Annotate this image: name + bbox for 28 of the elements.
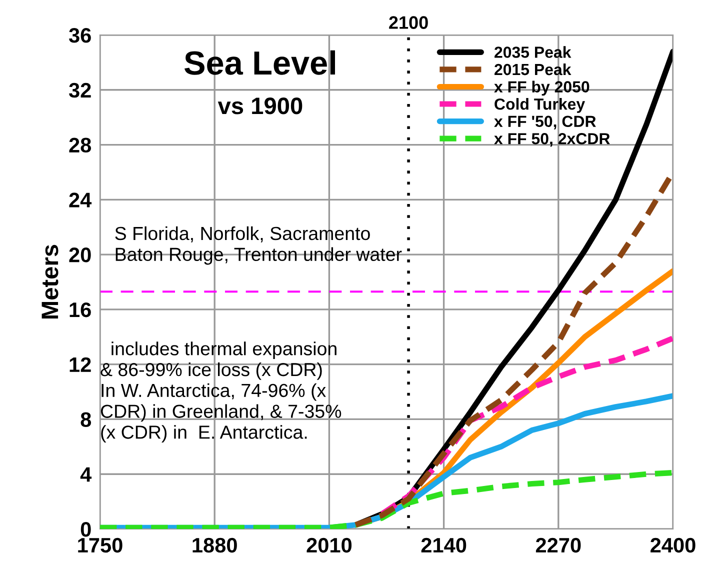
y-tick-label: 32 [68,82,91,98]
y-tick-label: 28 [69,138,92,153]
y-tick-label: 4 [80,467,92,482]
y-tick-label: 12 [70,357,91,372]
legend-label: 2015 Peak [494,63,572,76]
x-tick-label: 2270 [536,538,581,553]
legend-label: Cold Turkey [494,98,586,113]
y-axis-title: Meters [42,244,58,318]
x-tick-label: 2140 [421,538,466,553]
legend-label: x FF '50, CDR [494,116,596,130]
y-tick-label: 0 [80,522,91,537]
y-tick-label: 16 [70,302,91,318]
y-tick-label: 36 [68,28,91,43]
legend-label: x FF by 2050 [494,80,590,96]
legend-label: x FF 50, 2xCDR [494,133,610,147]
y-tick-label: 8 [80,412,92,427]
annotation: S Florida, Norfolk, Sacramento Baton Rouge, Trenton under water [115,226,402,265]
x-tick-label: 1750 [78,538,122,553]
x-tick-label: 1880 [192,538,237,553]
legend-label: 2035 Peak [494,46,572,58]
x-tick-label: 2010 [306,538,352,553]
text: vs 1900 [218,98,302,114]
y-tick-label: 20 [69,248,91,262]
chart-title: Sea Level [184,50,335,75]
ref-line-label: 2100 [389,16,428,29]
x-tick-label: 2400 [650,538,696,553]
annotation: includes thermal expansion & 86-99% ice loss (x CDR) In W. Antarctica, 74-96% (x CDR) in Greenland, & 7-35% (x CDR) in E. Antarctica. [100,342,342,443]
y-tick-label: 24 [69,192,92,208]
